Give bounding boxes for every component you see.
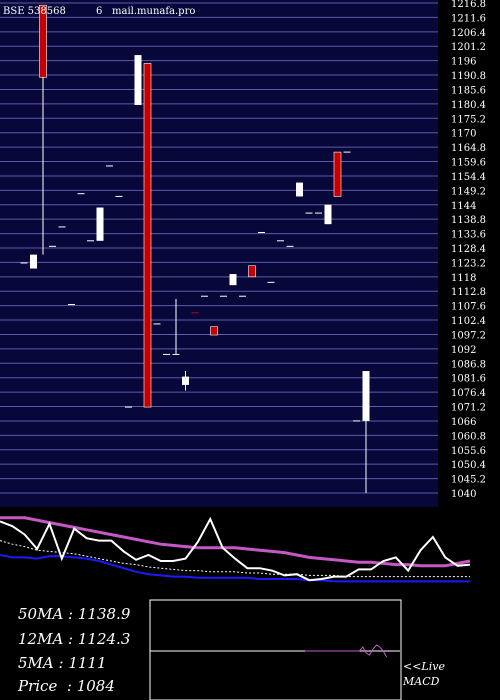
- y-tick-label: 1055.6: [451, 446, 486, 457]
- candle-body: [182, 376, 189, 385]
- y-tick-label: 1045.2: [451, 475, 486, 486]
- y-tick-label: 1097.2: [451, 330, 486, 341]
- stat-price: Price : 1084: [18, 677, 115, 695]
- y-tick-label: 1118: [451, 273, 476, 284]
- y-tick-label: 1081.6: [451, 374, 486, 385]
- y-tick-label: 1102.4: [451, 316, 486, 327]
- stat-sep: :: [53, 654, 69, 672]
- candle-body: [134, 55, 142, 105]
- title-text: mail.munafa.pro: [112, 6, 195, 17]
- stat-sep: :: [63, 630, 78, 648]
- candle-body: [210, 326, 218, 336]
- y-tick-label: 1149.2: [451, 186, 486, 197]
- chart-title: BSE 538568 6 mail.munafa.pro: [3, 6, 195, 17]
- candle-body: [296, 182, 303, 197]
- macd-inset: [150, 644, 400, 658]
- y-axis-ticks: 1216.8 1211.6 1206.4 1201.2 1196 1190.8 1185.6…: [451, 0, 486, 500]
- y-tick-label: 1112.8: [451, 287, 486, 298]
- y-tick-label: 1107.6: [451, 302, 486, 313]
- y-tick-label: 1164.8: [451, 143, 486, 154]
- y-tick-label: 1159.6: [451, 158, 486, 169]
- macd-inset-box: [149, 599, 402, 700]
- candle-body: [39, 4, 47, 78]
- candle-body: [362, 371, 370, 421]
- candle-body: [229, 274, 237, 286]
- stat-50ma: 50MA : 1138.9: [18, 605, 130, 623]
- candle-body: [324, 204, 332, 225]
- title-text: BSE 538568: [3, 6, 66, 17]
- macd-line: [0, 554, 470, 583]
- stat-5ma: 5MA : 1111: [18, 654, 107, 672]
- stat-value: 1111: [68, 654, 107, 672]
- stat-label: 5MA: [18, 654, 54, 672]
- y-tick-label: 1128.4: [451, 244, 486, 255]
- inset-macd-line: [305, 644, 388, 658]
- y-tick-label: 1040: [451, 489, 476, 500]
- live-label[interactable]: <<Live: [403, 660, 445, 673]
- y-tick-label: 1092: [451, 345, 476, 356]
- lower-indicator-panel: [0, 516, 471, 583]
- plot-background: [0, 0, 438, 507]
- y-tick-label: 1211.6: [451, 13, 486, 24]
- y-tick-label: 1050.4: [451, 460, 486, 471]
- stat-label: Price: [18, 677, 58, 695]
- y-tick-label: 1144: [451, 201, 476, 212]
- stat-value: 1084: [76, 677, 115, 695]
- y-tick-label: 1206.4: [451, 28, 486, 39]
- price-line: [0, 516, 471, 582]
- y-tick-label: 1175.2: [451, 114, 486, 125]
- title-text: 6: [96, 6, 102, 17]
- candles-layer: [20, 4, 370, 493]
- macd-label: MACD: [403, 675, 440, 688]
- stat-label: 12MA: [18, 630, 64, 648]
- y-tick-label: 1123.2: [451, 258, 486, 269]
- y-tick-label: 1216.8: [451, 0, 486, 10]
- stat-12ma: 12MA : 1124.3: [18, 630, 130, 648]
- y-tick-label: 1076.4: [451, 388, 486, 399]
- y-tick-label: 1086.8: [451, 359, 486, 370]
- stat-value: 1124.3: [77, 630, 131, 648]
- y-tick-label: 1196: [451, 57, 476, 68]
- y-tick-label: 1190.8: [451, 71, 486, 82]
- stat-label: 50MA: [18, 605, 64, 623]
- ma-line: [0, 516, 471, 568]
- candle-body: [333, 151, 342, 197]
- stat-sep: :: [63, 605, 78, 623]
- y-tick-label: 1133.6: [451, 230, 486, 241]
- y-tick-label: 1170: [451, 129, 476, 140]
- y-tick-label: 1066: [451, 417, 476, 428]
- candle-body: [30, 254, 37, 269]
- stat-sep: :: [57, 677, 77, 695]
- y-tick-label: 1201.2: [451, 42, 486, 53]
- y-tick-label: 1071.2: [451, 403, 486, 414]
- y-tick-label: 1154.4: [451, 172, 486, 183]
- y-tick-label: 1060.8: [451, 431, 486, 442]
- candle-body: [248, 265, 256, 278]
- y-tick-label: 1138.8: [451, 215, 486, 226]
- signal-line: [0, 540, 470, 578]
- stat-value: 1138.9: [77, 605, 131, 623]
- y-tick-label: 1185.6: [451, 85, 486, 96]
- y-tick-label: 1180.4: [451, 100, 486, 111]
- candle-body: [143, 63, 152, 408]
- candle-body: [96, 207, 104, 241]
